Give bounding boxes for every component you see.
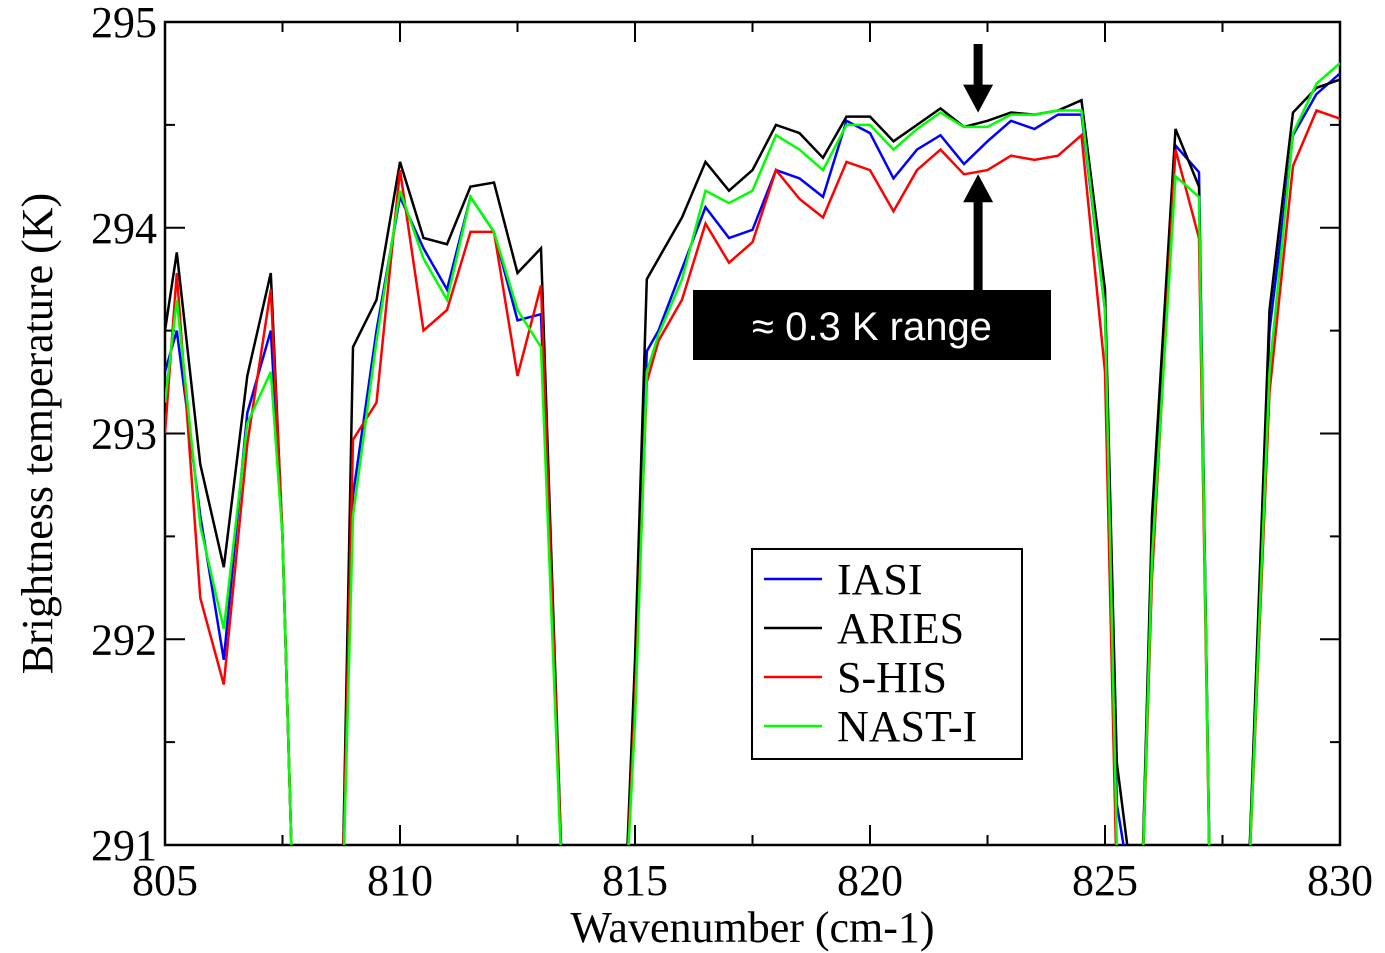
y-tick-label: 292 bbox=[91, 615, 157, 664]
range-annotation: ≈ 0.3 K range bbox=[693, 44, 1051, 360]
series-line-aries bbox=[165, 78, 1340, 845]
legend-label-nast-i: NAST-I bbox=[837, 702, 977, 751]
axis-ticks bbox=[164, 21, 1341, 846]
annotation-arrows bbox=[963, 44, 994, 295]
y-tick-label: 291 bbox=[91, 821, 157, 870]
annotation-box bbox=[693, 290, 1051, 360]
series-line-s-his bbox=[165, 108, 1340, 845]
legend-label-aries: ARIES bbox=[837, 604, 964, 653]
series-line-nast-i bbox=[165, 62, 1340, 845]
arrow-down-head bbox=[963, 84, 994, 113]
arrow-up-head bbox=[963, 174, 994, 203]
legend-box bbox=[751, 548, 1023, 760]
annotation-label: ≈ 0.3 K range bbox=[752, 305, 992, 349]
x-tick-label: 820 bbox=[837, 856, 903, 905]
y-tick-label: 293 bbox=[91, 410, 157, 459]
x-axis-title: Wavenumber (cm-1) bbox=[570, 903, 934, 952]
x-tick-label: 830 bbox=[1307, 856, 1373, 905]
y-tick-label: 295 bbox=[91, 0, 157, 47]
x-tick-label: 805 bbox=[132, 856, 198, 905]
tick-labels: 805 810 815 820 825 830 291 292 293 294 295 bbox=[91, 0, 1373, 905]
x-tick-label: 825 bbox=[1072, 856, 1138, 905]
legend-label-s-his: S-HIS bbox=[837, 653, 947, 702]
legend-label-iasi: IASI bbox=[837, 555, 923, 604]
y-tick-label: 294 bbox=[91, 204, 157, 253]
x-tick-label: 810 bbox=[367, 856, 433, 905]
x-tick-label: 815 bbox=[602, 856, 668, 905]
y-axis-title: Brightness temperature (K) bbox=[13, 193, 62, 674]
series-layer bbox=[165, 62, 1340, 845]
series-line-iasi bbox=[165, 72, 1340, 845]
